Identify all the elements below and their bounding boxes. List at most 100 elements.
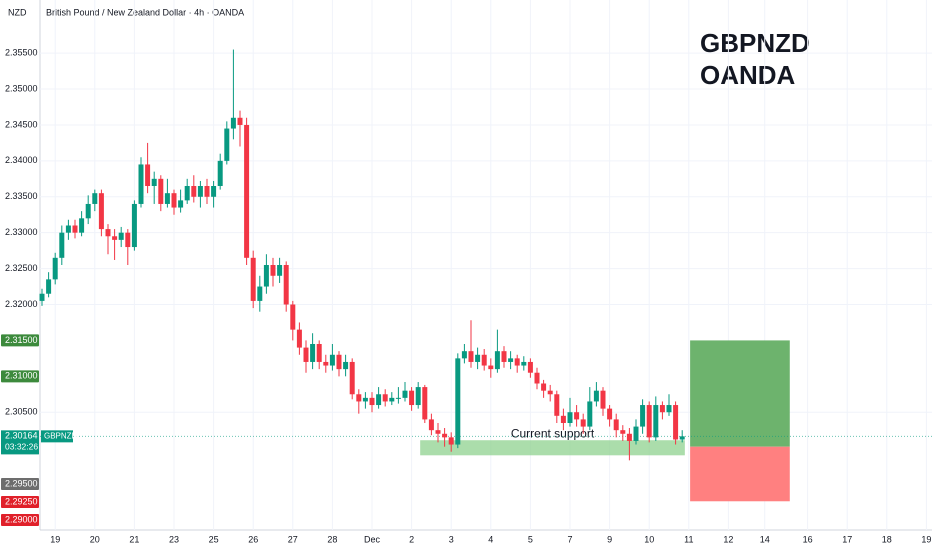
price-badge — [1, 513, 39, 526]
candle-body — [46, 279, 52, 294]
candle-body — [204, 186, 210, 197]
price-badge-label: 2.31500 — [5, 335, 38, 345]
y-tick-label: 2.34000 — [5, 155, 38, 165]
candle-body — [646, 405, 652, 438]
candle-body — [534, 372, 540, 384]
candle-body — [184, 186, 190, 201]
candle-body — [105, 229, 111, 237]
candle-body — [158, 178, 164, 204]
candle-body — [164, 193, 170, 204]
candle-body — [468, 351, 474, 362]
price-badge — [1, 478, 39, 491]
candle-body — [501, 351, 507, 362]
candle-body — [402, 390, 408, 398]
y-tick-label: 2.35500 — [5, 48, 38, 58]
candle-body — [310, 343, 316, 362]
price-badge-label: 2.31000 — [5, 371, 38, 381]
candle-body — [514, 358, 520, 366]
candle-body — [673, 405, 679, 440]
symbol-tag — [41, 430, 73, 443]
candle-body — [39, 293, 45, 301]
x-tick-label: Dec — [364, 534, 381, 544]
x-tick-label: 12 — [723, 534, 733, 544]
x-tick-label: 18 — [882, 534, 892, 544]
symbol-tag-label: GBPNZD — [44, 431, 78, 440]
x-tick-label: 21 — [129, 534, 139, 544]
candle-body — [508, 358, 514, 362]
candle-body — [263, 265, 269, 287]
candle-body — [151, 178, 157, 187]
x-tick-label: 27 — [288, 534, 298, 544]
candle-body — [554, 394, 560, 416]
candle-body — [574, 412, 580, 420]
candle-body — [455, 358, 461, 445]
watermark: OANDA — [700, 60, 796, 90]
x-tick-label: 19 — [50, 534, 60, 544]
price-badge — [1, 495, 39, 508]
support-label: Current support — [511, 426, 595, 440]
candle-body — [626, 433, 632, 441]
candle-body — [494, 351, 500, 370]
candle-body — [118, 232, 124, 240]
candle-body — [679, 436, 685, 440]
x-tick-label: 9 — [607, 534, 612, 544]
candle-body — [356, 394, 362, 402]
support-zone — [420, 440, 685, 456]
candle-body — [112, 236, 118, 240]
candle-body — [580, 419, 586, 427]
candle-body — [409, 390, 415, 406]
x-tick-label: 7 — [567, 534, 572, 544]
candle-body — [52, 257, 58, 280]
x-tick-label: 20 — [90, 534, 100, 544]
x-tick-label: 17 — [842, 534, 852, 544]
candle-body — [461, 351, 467, 359]
x-tick-label: 23 — [169, 534, 179, 544]
x-tick-label: 19 — [921, 534, 931, 544]
candle-body — [323, 361, 329, 366]
x-tick-label: 4 — [488, 534, 493, 544]
loss-zone — [690, 446, 790, 502]
candle-body — [527, 361, 533, 373]
candle-body — [666, 405, 672, 413]
x-tick-label: 14 — [760, 534, 770, 544]
candle-body — [224, 128, 230, 161]
candle-body — [138, 164, 144, 204]
candle-body — [145, 164, 151, 187]
candle-body — [475, 354, 481, 362]
y-tick-label: 2.35000 — [5, 83, 38, 93]
last-price-badge — [1, 430, 39, 455]
y-tick-label: 2.30500 — [5, 407, 38, 417]
candle-body — [343, 361, 349, 370]
candle-body — [547, 390, 553, 395]
candle-body — [369, 397, 375, 406]
x-tick-label: 26 — [248, 534, 258, 544]
candle-body — [72, 225, 78, 233]
price-badge — [1, 370, 39, 383]
x-tick-label: 16 — [803, 534, 813, 544]
last-price-label: 2.30164 — [5, 431, 38, 441]
candle-body — [211, 186, 217, 197]
candle-body — [250, 257, 256, 301]
candle-body — [428, 419, 434, 431]
x-tick-label: 3 — [449, 534, 454, 544]
candle-body — [613, 419, 619, 431]
candle-body — [389, 397, 395, 402]
price-badge-label: 2.29250 — [5, 496, 38, 506]
candle-body — [329, 354, 335, 366]
x-tick-label: 10 — [644, 534, 654, 544]
y-tick-label: 2.34500 — [5, 119, 38, 129]
candle-body — [85, 203, 91, 219]
candle-body — [481, 354, 487, 366]
candle-body — [521, 361, 527, 366]
currency: NZD — [8, 7, 27, 17]
candle-body — [349, 361, 355, 395]
candle-body — [98, 193, 104, 230]
candle-body — [395, 397, 401, 399]
candle-body — [178, 200, 184, 208]
candle-body — [237, 117, 243, 125]
countdown: 03:32:26 — [5, 442, 38, 452]
candle-body — [230, 117, 236, 129]
candle-body — [92, 193, 98, 204]
candle-body — [197, 186, 203, 197]
